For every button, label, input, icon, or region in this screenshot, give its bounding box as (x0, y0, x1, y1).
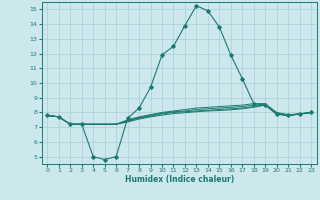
X-axis label: Humidex (Indice chaleur): Humidex (Indice chaleur) (124, 175, 234, 184)
